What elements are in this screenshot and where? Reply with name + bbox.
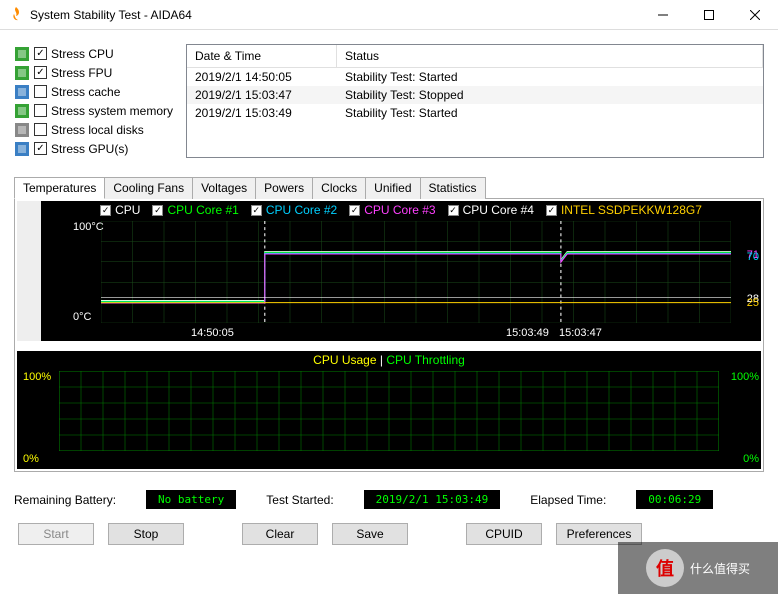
tab-powers[interactable]: Powers bbox=[255, 177, 313, 199]
stress-label: Stress CPU bbox=[51, 47, 114, 61]
tab-voltages[interactable]: Voltages bbox=[192, 177, 256, 199]
log-row[interactable]: 2019/2/1 14:50:05Stability Test: Started bbox=[187, 68, 763, 86]
log-row[interactable]: 2019/2/1 15:03:49Stability Test: Started bbox=[187, 104, 763, 122]
log-header-status[interactable]: Status bbox=[337, 45, 763, 68]
legend-checkbox[interactable] bbox=[152, 205, 163, 216]
battery-value: No battery bbox=[146, 490, 236, 509]
stress-icon bbox=[14, 84, 30, 100]
legend-item[interactable]: CPU Core #1 bbox=[152, 203, 238, 217]
legend-checkbox[interactable] bbox=[546, 205, 557, 216]
stop-button[interactable]: Stop bbox=[108, 523, 184, 545]
legend-item[interactable]: INTEL SSDPEKKW128G7 bbox=[546, 203, 702, 217]
tab-statistics[interactable]: Statistics bbox=[420, 177, 486, 199]
stress-checkbox[interactable] bbox=[34, 66, 47, 79]
clear-button[interactable]: Clear bbox=[242, 523, 318, 545]
status-bar: Remaining Battery: No battery Test Start… bbox=[14, 490, 764, 509]
cpu-left-bot: 0% bbox=[23, 453, 39, 465]
stress-label: Stress local disks bbox=[51, 123, 144, 137]
legend-checkbox[interactable] bbox=[448, 205, 459, 216]
cpuid-button[interactable]: CPUID bbox=[466, 523, 542, 545]
legend-item[interactable]: CPU Core #4 bbox=[448, 203, 534, 217]
stress-icon bbox=[14, 65, 30, 81]
tab-cooling-fans[interactable]: Cooling Fans bbox=[104, 177, 193, 199]
cpu-right-bot: 0% bbox=[743, 453, 759, 465]
x-axis-label: 15:03:49 bbox=[506, 327, 549, 339]
legend-checkbox[interactable] bbox=[100, 205, 111, 216]
temp-value-label: 70 bbox=[747, 251, 759, 263]
stress-label: Stress GPU(s) bbox=[51, 142, 128, 156]
start-button[interactable]: Start bbox=[18, 523, 94, 545]
stress-label: Stress FPU bbox=[51, 66, 112, 80]
stress-icon bbox=[14, 46, 30, 62]
legend-checkbox[interactable] bbox=[349, 205, 360, 216]
stress-item: Stress system memory bbox=[14, 101, 174, 120]
stress-item: Stress cache bbox=[14, 82, 174, 101]
elapsed-value: 00:06:29 bbox=[636, 490, 713, 509]
stress-checkbox[interactable] bbox=[34, 47, 47, 60]
save-button[interactable]: Save bbox=[332, 523, 408, 545]
legend-item[interactable]: CPU bbox=[100, 203, 140, 217]
tab-clocks[interactable]: Clocks bbox=[312, 177, 366, 199]
watermark: 值 什么值得买 bbox=[618, 542, 778, 594]
log-header-datetime[interactable]: Date & Time bbox=[187, 45, 337, 68]
stress-label: Stress cache bbox=[51, 85, 120, 99]
started-value: 2019/2/1 15:03:49 bbox=[364, 490, 501, 509]
stress-item: Stress GPU(s) bbox=[14, 139, 174, 158]
log-row[interactable]: 2019/2/1 15:03:47Stability Test: Stopped bbox=[187, 86, 763, 104]
x-axis-label: 14:50:05 bbox=[191, 327, 234, 339]
stress-icon bbox=[14, 141, 30, 157]
cpu-usage-chart: CPU Usage | CPU Throttling 100% 0% 100% … bbox=[17, 351, 761, 469]
stress-icon bbox=[14, 122, 30, 138]
minimize-button[interactable] bbox=[640, 0, 686, 30]
stress-checkbox[interactable] bbox=[34, 104, 47, 117]
stress-options: Stress CPU Stress FPU Stress cache Stress s… bbox=[14, 44, 174, 158]
stress-checkbox[interactable] bbox=[34, 85, 47, 98]
stress-label: Stress system memory bbox=[51, 104, 173, 118]
y-axis-bottom: 0°C bbox=[73, 311, 91, 323]
tab-temperatures[interactable]: Temperatures bbox=[14, 177, 105, 199]
stress-item: Stress local disks bbox=[14, 120, 174, 139]
chart-left-strip bbox=[17, 201, 41, 341]
watermark-icon: 值 bbox=[646, 549, 684, 587]
elapsed-label: Elapsed Time: bbox=[530, 493, 606, 507]
cpu-left-top: 100% bbox=[23, 371, 51, 383]
app-icon bbox=[8, 7, 24, 23]
close-button[interactable] bbox=[732, 0, 778, 30]
stress-item: Stress CPU bbox=[14, 44, 174, 63]
x-axis-label: 15:03:47 bbox=[559, 327, 602, 339]
titlebar: System Stability Test - AIDA64 bbox=[0, 0, 778, 30]
maximize-button[interactable] bbox=[686, 0, 732, 30]
tab-unified[interactable]: Unified bbox=[365, 177, 420, 199]
cpu-throttling-label: CPU Throttling bbox=[386, 353, 464, 367]
event-log: Date & Time Status 2019/2/1 14:50:05Stab… bbox=[186, 44, 764, 158]
cpu-right-top: 100% bbox=[731, 371, 759, 383]
temperature-chart: CPU CPU Core #1 CPU Core #2 CPU Core #3 CPU … bbox=[41, 201, 761, 341]
chart-container: CPU CPU Core #1 CPU Core #2 CPU Core #3 CPU … bbox=[14, 198, 764, 472]
legend-item[interactable]: CPU Core #2 bbox=[251, 203, 337, 217]
stress-icon bbox=[14, 103, 30, 119]
cpu-usage-label: CPU Usage bbox=[313, 353, 376, 367]
y-axis-top: 100°C bbox=[73, 221, 104, 233]
stress-checkbox[interactable] bbox=[34, 123, 47, 136]
started-label: Test Started: bbox=[266, 493, 333, 507]
battery-label: Remaining Battery: bbox=[14, 493, 116, 507]
legend-checkbox[interactable] bbox=[251, 205, 262, 216]
stress-checkbox[interactable] bbox=[34, 142, 47, 155]
tab-strip: TemperaturesCooling FansVoltagesPowersCl… bbox=[14, 176, 764, 198]
stress-item: Stress FPU bbox=[14, 63, 174, 82]
temp-value-label: 25 bbox=[747, 297, 759, 309]
window-title: System Stability Test - AIDA64 bbox=[30, 8, 640, 22]
legend-item[interactable]: CPU Core #3 bbox=[349, 203, 435, 217]
